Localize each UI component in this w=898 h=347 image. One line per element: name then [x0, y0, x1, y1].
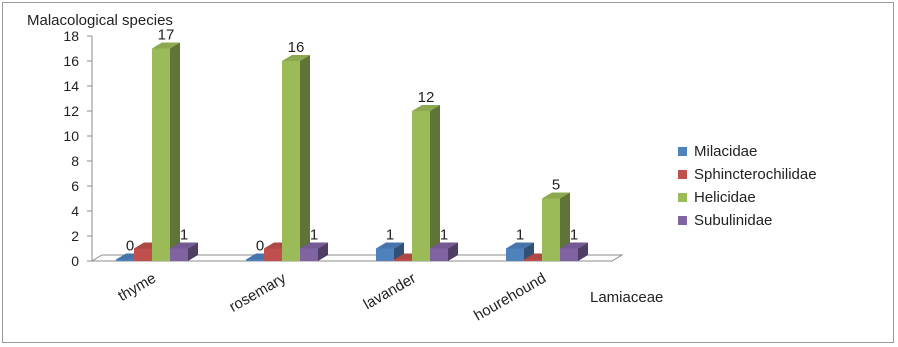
- data-label: 1: [570, 227, 578, 244]
- data-label: 16: [288, 39, 305, 56]
- x-tick-label: hourehound: [471, 270, 549, 325]
- bar-top: [412, 105, 440, 111]
- data-label: 5: [552, 177, 560, 194]
- y-tick-label: 6: [71, 178, 79, 194]
- data-label: 1: [180, 227, 188, 244]
- bar: [246, 259, 264, 261]
- y-tick-label: 14: [63, 78, 79, 94]
- bar-side: [300, 55, 310, 261]
- legend: Milacidae Sphincterochilidae Helicidae S…: [678, 140, 817, 232]
- bar: [170, 248, 188, 261]
- bar-top: [560, 242, 588, 249]
- data-label: 1: [310, 227, 318, 244]
- bar: [300, 248, 318, 261]
- bar-top: [170, 242, 198, 249]
- legend-swatch: [678, 216, 687, 225]
- legend-label: Subulinidae: [694, 212, 773, 229]
- data-label: 1: [440, 227, 448, 244]
- bar: [430, 248, 448, 261]
- data-label: 12: [418, 89, 435, 106]
- data-label: 0: [256, 238, 264, 255]
- y-axis-title: Malacological species: [27, 12, 173, 29]
- bar-side: [430, 105, 440, 261]
- bar: [282, 61, 300, 261]
- legend-item-subulinidae: Subulinidae: [678, 209, 817, 232]
- y-tick-label: 8: [71, 153, 79, 169]
- bar: [376, 248, 394, 261]
- bar-top: [506, 242, 534, 249]
- bar-side: [318, 242, 328, 261]
- bar-side: [188, 242, 198, 261]
- data-label: 0: [126, 238, 134, 255]
- bar: [412, 111, 430, 261]
- legend-item-milacidae: Milacidae: [678, 140, 817, 163]
- y-tick-label: 2: [71, 228, 79, 244]
- chart-frame: [2, 2, 894, 343]
- y-tick-label: 0: [71, 253, 79, 269]
- bar-side: [448, 242, 458, 261]
- legend-item-helicidae: Helicidae: [678, 186, 817, 209]
- y-tick-label: 4: [71, 203, 79, 219]
- y-tick-label: 18: [63, 28, 79, 44]
- data-label: 1: [516, 227, 524, 244]
- bar: [506, 248, 524, 261]
- bar: [560, 248, 578, 261]
- legend-swatch: [678, 147, 687, 156]
- x-tick-label: lavander: [361, 270, 419, 313]
- bar: [116, 259, 134, 261]
- bar-top: [282, 55, 310, 61]
- bar-top: [542, 192, 570, 199]
- bar: [524, 259, 542, 261]
- legend-swatch: [678, 193, 687, 202]
- bar: [152, 48, 170, 261]
- data-label: 1: [386, 227, 394, 244]
- y-tick-label: 12: [63, 103, 79, 119]
- x-tick-label: thyme: [115, 270, 159, 305]
- y-tick-label: 16: [63, 53, 79, 69]
- x-axis-title: Lamiaceae: [590, 289, 664, 306]
- bar: [542, 198, 560, 261]
- bar: [394, 259, 412, 261]
- bar-top: [376, 242, 404, 249]
- bar: [134, 248, 152, 261]
- legend-item-sphincterochilidae: Sphincterochilidae: [678, 163, 817, 186]
- bar-side: [170, 42, 180, 261]
- x-tick-label: rosemary: [226, 269, 289, 315]
- legend-swatch: [678, 170, 687, 179]
- bar-top: [152, 42, 180, 49]
- bar-top: [300, 242, 328, 249]
- y-tick-label: 10: [63, 128, 79, 144]
- legend-label: Helicidae: [694, 189, 756, 206]
- bar-side: [560, 192, 570, 261]
- bar-top: [430, 242, 458, 249]
- legend-label: Milacidae: [694, 143, 758, 160]
- bar-side: [578, 242, 588, 261]
- legend-label: Sphincterochilidae: [694, 166, 817, 183]
- data-label: 17: [158, 27, 175, 44]
- bar: [264, 248, 282, 261]
